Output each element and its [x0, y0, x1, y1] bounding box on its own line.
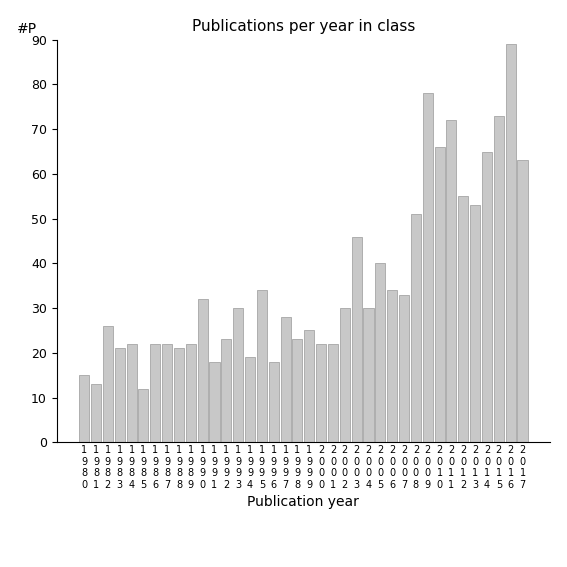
Bar: [174, 348, 184, 442]
Bar: [470, 205, 480, 442]
Bar: [482, 151, 492, 442]
Bar: [269, 362, 279, 442]
Bar: [340, 308, 350, 442]
Bar: [245, 357, 255, 442]
Bar: [304, 331, 314, 442]
Bar: [375, 263, 386, 442]
Bar: [209, 362, 219, 442]
Bar: [186, 344, 196, 442]
Bar: [198, 299, 208, 442]
Bar: [115, 348, 125, 442]
Bar: [257, 290, 267, 442]
Bar: [506, 44, 516, 442]
Text: #P: #P: [17, 22, 37, 36]
Bar: [363, 308, 374, 442]
Bar: [518, 160, 527, 442]
Bar: [387, 290, 397, 442]
Bar: [352, 236, 362, 442]
Bar: [328, 344, 338, 442]
Bar: [281, 317, 291, 442]
Bar: [221, 340, 231, 442]
Bar: [138, 388, 149, 442]
Bar: [399, 295, 409, 442]
Bar: [293, 340, 302, 442]
Bar: [103, 326, 113, 442]
Bar: [91, 384, 101, 442]
X-axis label: Publication year: Publication year: [247, 496, 359, 509]
Bar: [423, 94, 433, 442]
Bar: [458, 196, 468, 442]
Bar: [126, 344, 137, 442]
Bar: [316, 344, 326, 442]
Bar: [446, 120, 456, 442]
Bar: [233, 308, 243, 442]
Bar: [494, 116, 504, 442]
Bar: [434, 147, 445, 442]
Title: Publications per year in class: Publications per year in class: [192, 19, 415, 35]
Bar: [411, 214, 421, 442]
Bar: [162, 344, 172, 442]
Bar: [79, 375, 89, 442]
Bar: [150, 344, 160, 442]
